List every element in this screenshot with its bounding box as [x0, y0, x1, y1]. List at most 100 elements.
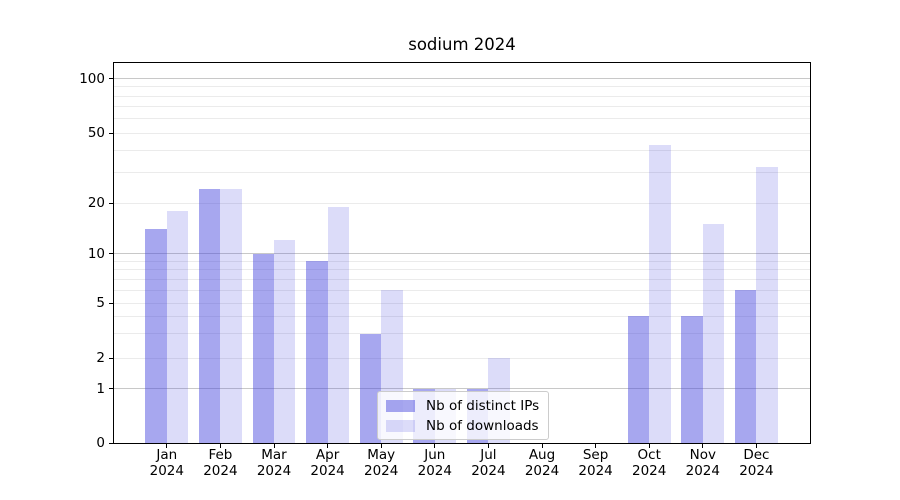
y-tickmark	[109, 202, 113, 204]
gridline-minor	[113, 333, 811, 335]
bar-downloads	[702, 224, 725, 443]
bar-distinct-ips	[252, 253, 274, 443]
x-tick-label: Jun 2024	[404, 447, 466, 479]
x-tick-year: 2024	[524, 463, 560, 479]
gridline-minor	[113, 132, 811, 134]
x-tick-year: 2024	[739, 463, 774, 479]
y-tick-label: 1	[96, 380, 105, 397]
bar-distinct-ips	[735, 290, 757, 443]
legend-swatch-icon	[386, 419, 415, 432]
x-tick-year: 2024	[578, 463, 613, 479]
bar-distinct-ips	[199, 189, 221, 443]
bar-distinct-ips	[306, 261, 328, 443]
x-tick-year: 2024	[471, 463, 506, 479]
x-tickmark	[648, 444, 650, 448]
x-tick-label: May 2024	[350, 447, 412, 479]
x-tick-year: 2024	[685, 463, 720, 479]
bar-downloads	[327, 207, 349, 443]
x-tick-month: May	[367, 447, 396, 463]
x-tickmark	[595, 444, 597, 448]
y-tickmark	[109, 132, 113, 134]
bar-distinct-ips	[681, 316, 703, 443]
bar-distinct-ips	[359, 333, 382, 443]
bar-downloads	[274, 240, 296, 443]
y-tick-label: 0	[96, 435, 105, 451]
gridline-minor	[113, 315, 811, 317]
y-tick-label: 20	[87, 195, 105, 212]
legend: Nb of distinct IPs Nb of downloads	[377, 391, 550, 440]
x-tick-year: 2024	[203, 463, 238, 479]
x-tickmark	[219, 444, 221, 448]
y-tick-label: 5	[96, 295, 105, 311]
gridline-major	[113, 78, 811, 79]
x-tick-month: Dec	[743, 447, 770, 463]
x-tick-month: Jan	[156, 447, 178, 463]
gridline-major	[113, 253, 811, 255]
gridline-minor	[113, 95, 811, 97]
x-tick-label: Feb 2024	[189, 447, 251, 479]
x-tick-label: Jul 2024	[457, 447, 519, 479]
x-tick-label: Mar 2024	[243, 447, 305, 479]
gridline-minor	[113, 118, 811, 120]
bar-downloads	[166, 210, 189, 443]
x-tickmark	[755, 444, 757, 448]
x-tick-month: Jun	[424, 447, 446, 463]
x-tickmark	[702, 444, 704, 448]
y-tick-label: 2	[96, 350, 105, 366]
x-tickmark	[487, 444, 489, 448]
x-tick-label: Nov 2024	[672, 447, 734, 479]
x-tick-year: 2024	[632, 463, 667, 479]
x-tick-month: Mar	[261, 447, 287, 463]
gridline-minor	[113, 260, 811, 262]
x-tick-month: Nov	[689, 447, 716, 463]
x-tick-label: Dec 2024	[725, 447, 787, 479]
y-tickmark	[109, 302, 113, 304]
plot-border	[113, 62, 811, 444]
bar-downloads	[756, 167, 778, 443]
x-tick-year: 2024	[364, 463, 399, 479]
gridline-minor	[113, 149, 811, 151]
gridline-minor	[113, 171, 811, 173]
y-tick-label: 10	[87, 245, 105, 262]
legend-label: Nb of distinct IPs	[426, 397, 540, 414]
x-tickmark	[380, 444, 382, 448]
y-tickmark	[109, 253, 113, 255]
y-tickmark	[109, 388, 113, 389]
x-tick-month: Apr	[315, 447, 340, 463]
gridline-minor	[113, 202, 811, 204]
x-tick-year: 2024	[149, 463, 184, 479]
chart-title: sodium 2024	[408, 35, 516, 54]
x-tick-year: 2024	[256, 463, 292, 479]
y-tick-label: 100	[79, 70, 105, 87]
x-tick-month: Oct	[637, 447, 661, 463]
x-tick-label: Sep 2024	[565, 447, 627, 479]
gridline-minor	[113, 357, 811, 359]
gridline-minor	[113, 86, 811, 88]
x-tick-label: Oct 2024	[618, 447, 680, 479]
gridline-major	[113, 388, 811, 389]
y-tick-label: 50	[87, 125, 105, 141]
x-tickmark	[327, 444, 329, 448]
x-tickmark	[166, 444, 168, 448]
bar-downloads	[649, 144, 671, 443]
gridline-minor	[113, 289, 811, 291]
gridline-minor	[113, 278, 811, 280]
x-tick-month: Aug	[528, 447, 556, 463]
x-tickmark	[541, 444, 543, 448]
gridline-minor	[113, 302, 811, 304]
y-tickmark	[109, 442, 113, 444]
legend-label: Nb of downloads	[426, 417, 539, 434]
x-tick-year: 2024	[417, 463, 452, 479]
x-tick-month: Feb	[208, 447, 233, 463]
bar-distinct-ips	[145, 229, 167, 443]
x-tick-month: Sep	[582, 447, 609, 463]
x-tick-year: 2024	[310, 463, 345, 479]
bar-downloads	[220, 189, 242, 443]
y-tickmark	[109, 78, 113, 79]
legend-row: Nb of distinct IPs	[386, 397, 539, 414]
x-tick-label: Apr 2024	[297, 447, 359, 479]
gridline-minor	[113, 269, 811, 271]
gridline-minor	[113, 106, 811, 108]
x-tickmark	[434, 444, 436, 448]
